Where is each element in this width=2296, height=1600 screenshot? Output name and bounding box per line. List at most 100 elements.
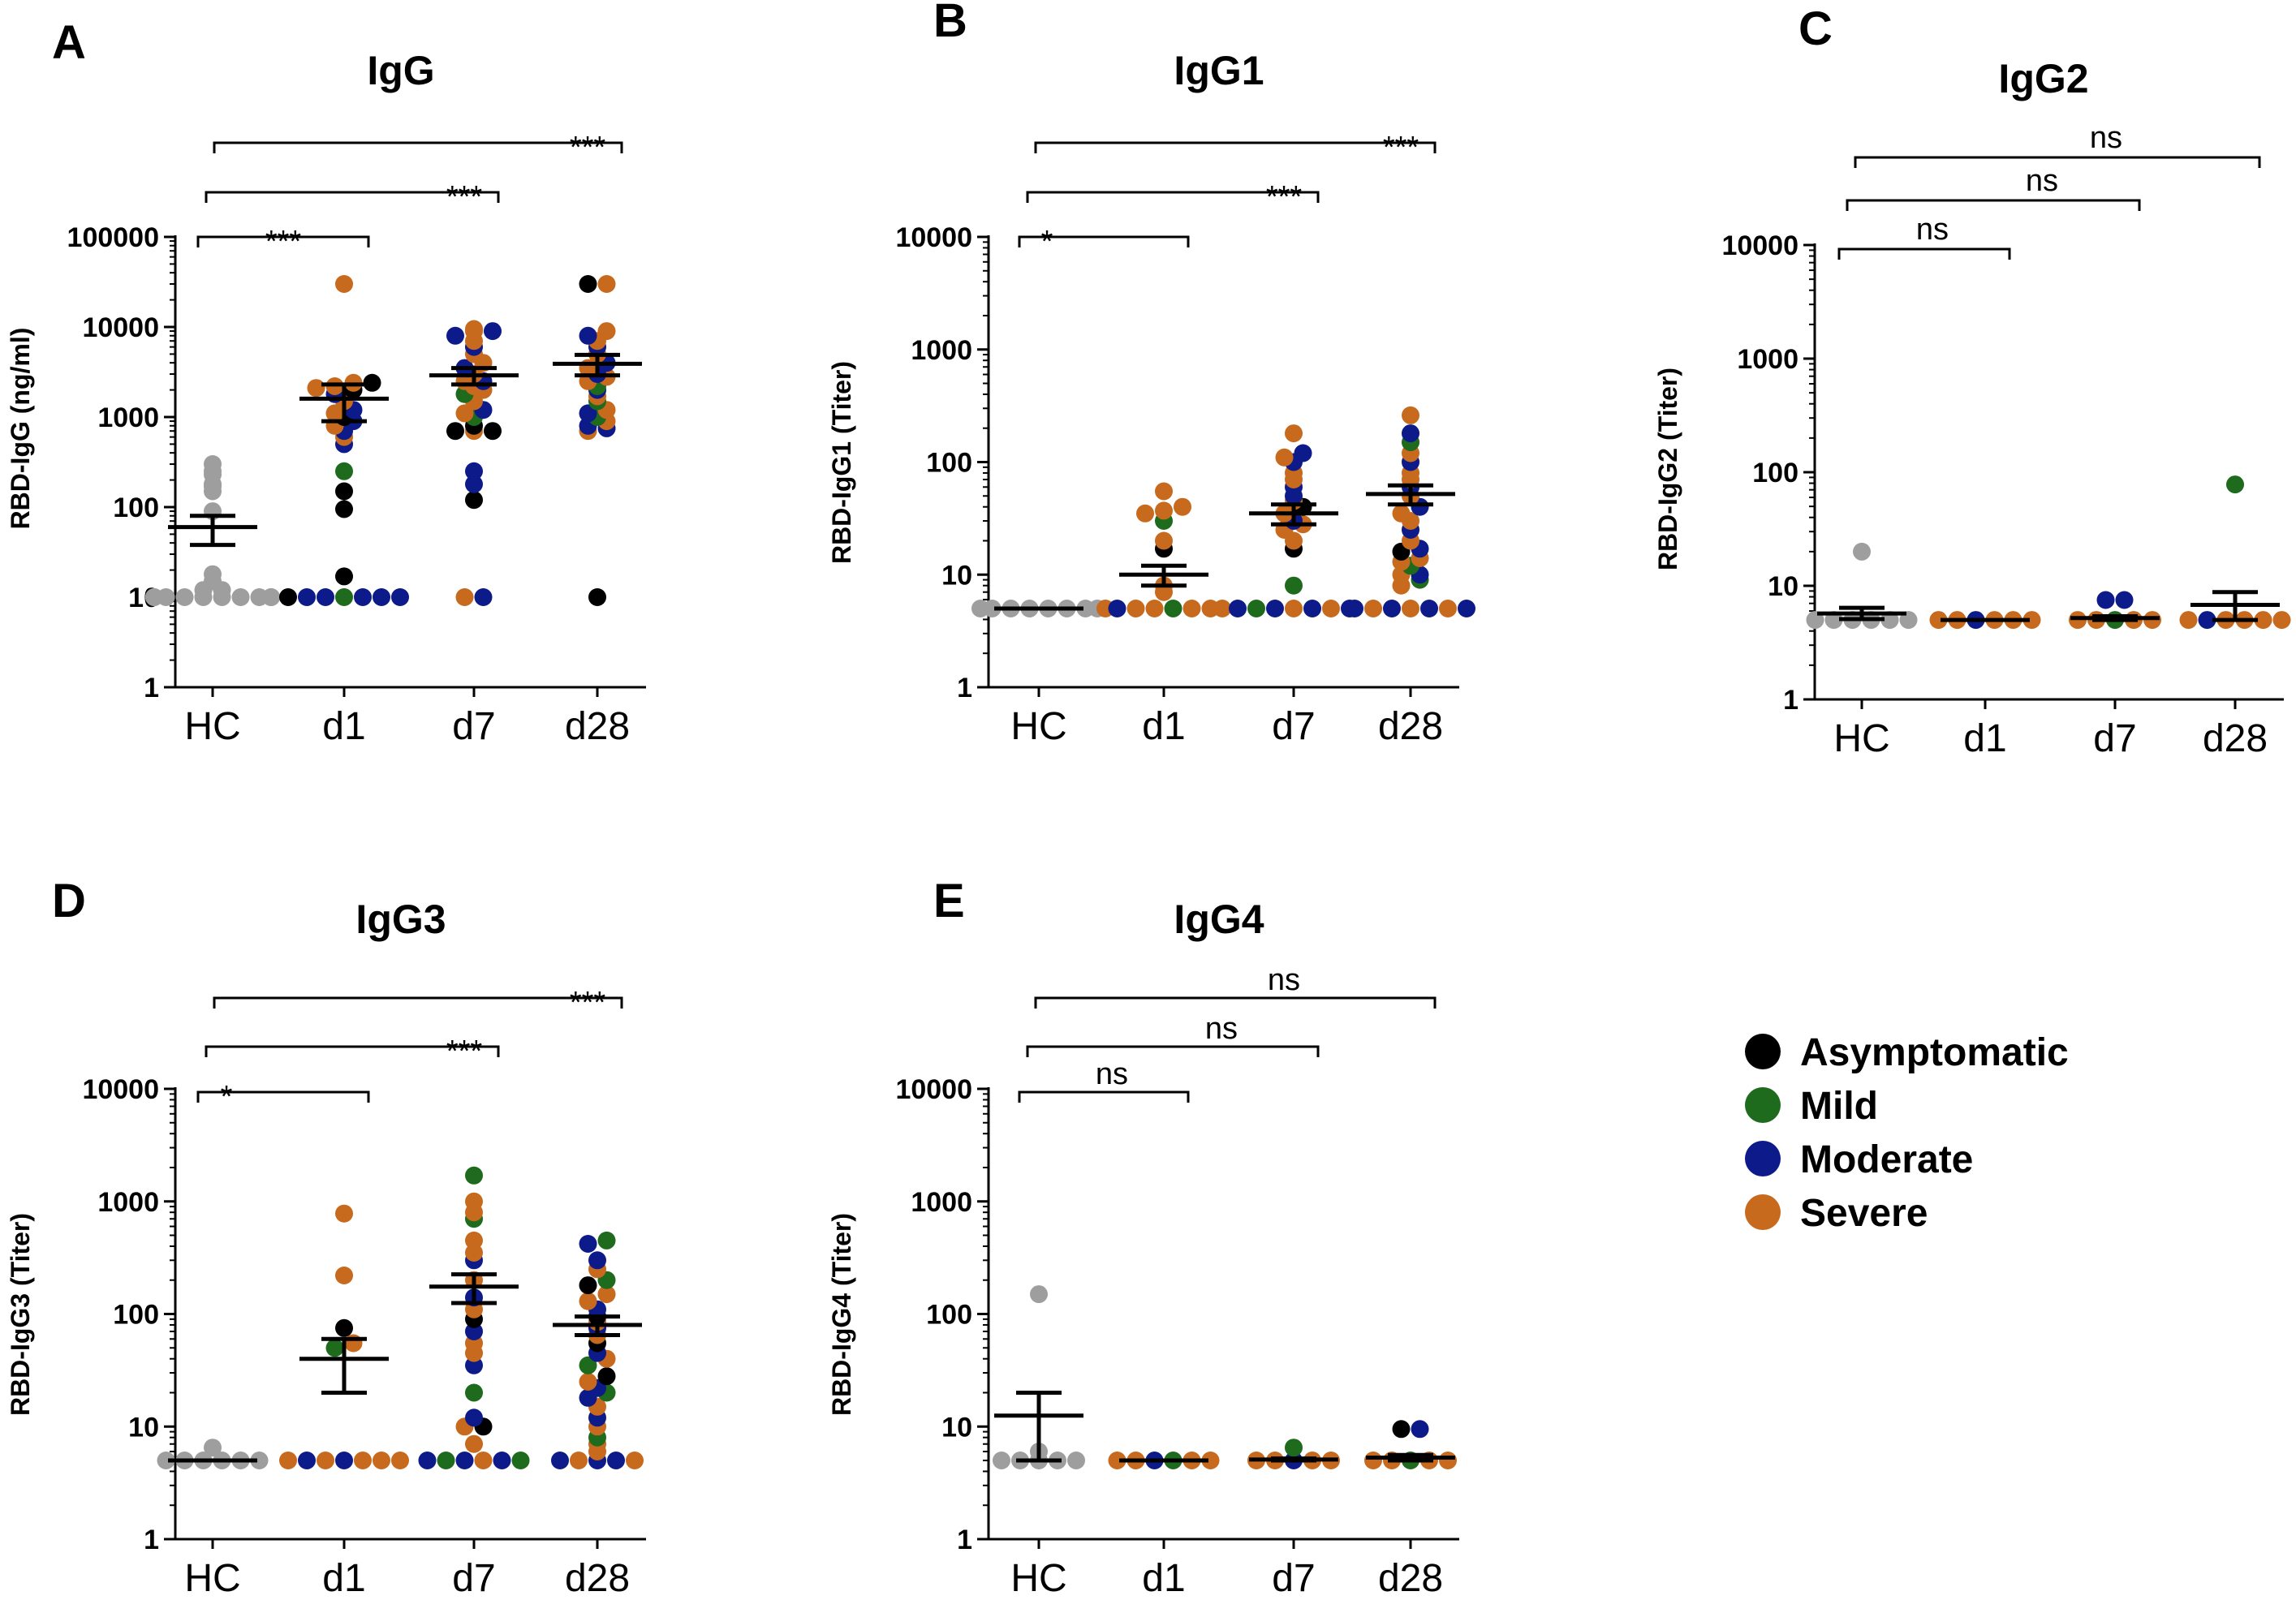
data-point-hc [250, 1452, 269, 1469]
data-point-moderate [2096, 591, 2115, 609]
y-tick-label: 1000 [1737, 344, 1798, 375]
y-tick-label: 10 [941, 1412, 972, 1443]
data-point-severe [307, 379, 325, 398]
x-tick-label: d1 [1963, 717, 2006, 760]
data-point-severe [474, 1452, 493, 1469]
significance-bracket [1018, 1090, 1190, 1103]
axes [164, 235, 646, 697]
y-tick-label: 10000 [82, 1074, 159, 1105]
legend-item-mild: Mild [1745, 1085, 1878, 1128]
data-point-severe [1364, 1452, 1382, 1469]
y-tick-label: 1 [957, 673, 972, 703]
chart-title: IgG2 [1998, 56, 2088, 101]
legend-label: Mild [1800, 1085, 1878, 1128]
data-point-moderate [298, 1452, 316, 1469]
data-points [145, 275, 616, 606]
data-point-hc [983, 600, 1002, 617]
data-point-mild [465, 1383, 483, 1402]
data-point-severe [597, 1285, 616, 1304]
legend-label: Severe [1800, 1192, 1928, 1235]
data-point-hc [262, 588, 280, 606]
data-point-severe [2272, 611, 2291, 630]
data-point-moderate [579, 1235, 597, 1253]
panel-b: B IgG1 RBD-IgG1 (Titer) 1 10 100 1000 10… [827, 0, 1475, 748]
panel-label: A [52, 16, 86, 69]
data-point-severe [626, 1452, 644, 1469]
y-ticks: 1 10 100 1000 10000 100000 [67, 222, 159, 703]
panel-label: C [1798, 2, 1833, 55]
x-ticks: HC d1 d7 d28 [1010, 1557, 1443, 1600]
x-ticks: HC d1 d7 d28 [184, 1557, 630, 1600]
data-point-severe [465, 1231, 483, 1249]
data-point-severe [325, 404, 344, 423]
data-point-asymptomatic [465, 491, 483, 510]
data-point-hc [204, 455, 222, 473]
data-point-severe [455, 404, 474, 423]
data-point-severe [1145, 600, 1164, 617]
data-point-mild [335, 588, 353, 606]
data-point-moderate [1383, 600, 1401, 617]
data-point-moderate [1266, 600, 1284, 617]
data-point-hc [175, 588, 194, 606]
panel-label: D [52, 875, 86, 927]
data-point-severe [465, 1244, 483, 1262]
y-tick-label: 10000 [895, 222, 972, 253]
legend-label: Asymptomatic [1800, 1031, 2069, 1074]
y-tick-label: 1000 [911, 335, 972, 366]
data-point-moderate [391, 588, 409, 606]
data-point-severe [1285, 424, 1303, 443]
significance-label: ns [2090, 121, 2122, 155]
legend-label: Moderate [1800, 1138, 1973, 1181]
data-points [993, 1285, 1457, 1469]
data-point-severe [373, 1452, 390, 1469]
x-ticks: HC d1 d7 d28 [1833, 717, 2268, 760]
y-tick-label: 100 [926, 1300, 972, 1331]
data-point-moderate [2115, 591, 2134, 609]
legend-marker [1745, 1141, 1781, 1176]
data-point-severe [2022, 611, 2041, 630]
significance-label: *** [265, 225, 302, 259]
data-point-severe [335, 1204, 353, 1223]
significance-brackets: * *** *** [196, 986, 623, 1114]
data-point-severe [1392, 504, 1411, 523]
y-axis-label: RBD-IgG4 (Titer) [827, 1213, 856, 1416]
significance-label: *** [1266, 180, 1303, 214]
data-point-severe [1201, 1452, 1220, 1469]
data-point-severe [570, 1452, 588, 1469]
y-tick-label: 100 [1752, 458, 1798, 488]
data-point-asymptomatic [588, 588, 606, 606]
data-point-moderate [1458, 600, 1475, 617]
significance-bracket [1837, 247, 2011, 260]
data-point-hc [993, 1452, 1010, 1469]
data-point-asymptomatic [335, 1318, 353, 1337]
y-tick-label: 1000 [97, 1187, 159, 1218]
data-point-moderate [588, 1251, 606, 1270]
data-point-moderate [418, 1452, 437, 1469]
data-point-moderate [484, 322, 502, 341]
legend-marker [1745, 1034, 1781, 1069]
data-point-severe [1275, 448, 1294, 467]
significance-brackets: *** *** *** [196, 131, 623, 259]
data-point-severe [1929, 611, 1948, 630]
data-point-moderate [1229, 600, 1247, 617]
x-ticks: HC d1 d7 d28 [184, 705, 630, 748]
x-tick-label: HC [184, 1557, 240, 1600]
mean-sem-bars [994, 483, 1455, 611]
legend-item-asymptomatic: Asymptomatic [1745, 1031, 2069, 1074]
data-point-severe [465, 1434, 483, 1453]
data-point-asymptomatic [446, 422, 464, 441]
data-point-moderate [2198, 611, 2216, 630]
data-point-severe [465, 1192, 483, 1211]
data-point-severe [1155, 501, 1173, 520]
y-axis-label: RBD-IgG2 (Titer) [1653, 368, 1682, 570]
data-point-severe [2179, 611, 2198, 630]
y-ticks: 1 10 100 1000 10000 [895, 222, 972, 703]
data-point-moderate [493, 1452, 511, 1469]
data-point-moderate [1346, 600, 1363, 617]
data-point-hc [231, 588, 250, 606]
data-point-asymptomatic [363, 373, 381, 392]
significance-label: *** [446, 1034, 483, 1069]
data-point-mild [2226, 475, 2244, 494]
significance-brackets: ns ns ns [1018, 963, 1437, 1103]
